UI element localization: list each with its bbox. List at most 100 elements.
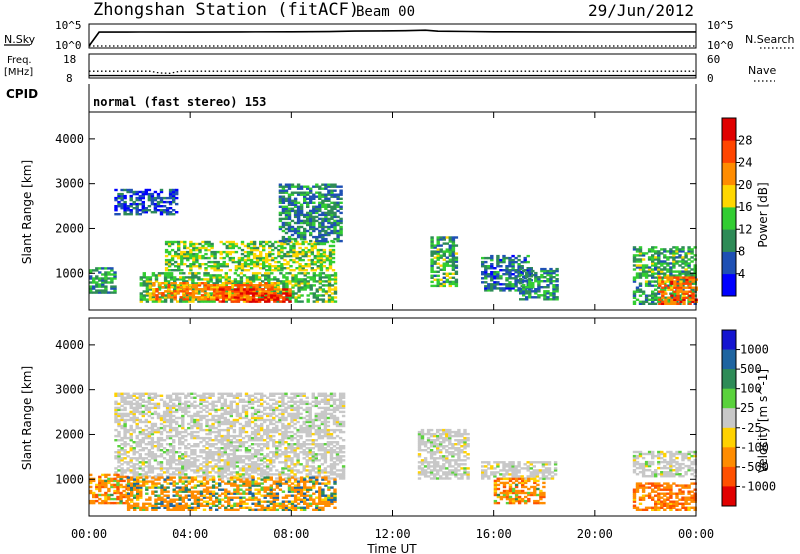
heatmap-cell xyxy=(690,282,694,285)
heatmap-cell xyxy=(217,449,221,452)
heatmap-cell xyxy=(132,447,136,450)
heatmap-cell xyxy=(264,278,268,281)
heatmap-cell xyxy=(209,276,213,279)
heatmap-cell xyxy=(436,240,440,243)
heatmap-cell xyxy=(294,298,298,301)
heatmap-cell xyxy=(193,443,197,446)
heatmap-cell xyxy=(123,209,127,212)
heatmap-cell xyxy=(308,453,312,456)
heatmap-cell xyxy=(305,402,309,406)
heatmap-cell xyxy=(299,392,303,395)
heatmap-cell xyxy=(284,432,288,436)
heatmap-cell xyxy=(195,242,199,246)
heatmap-cell xyxy=(284,231,289,235)
heatmap-cell xyxy=(514,283,518,286)
heatmap-cell xyxy=(174,250,178,254)
heatmap-cell xyxy=(178,451,182,454)
heatmap-cell xyxy=(181,424,185,428)
heatmap-cell xyxy=(638,268,643,271)
heatmap-cell xyxy=(287,203,292,206)
heatmap-cell xyxy=(311,447,315,450)
heatmap-cell xyxy=(189,263,193,266)
heatmap-cell xyxy=(658,280,662,283)
heatmap-cell xyxy=(215,292,219,295)
heatmap-cell xyxy=(284,408,288,412)
heatmap-cell xyxy=(120,424,124,428)
heatmap-cell xyxy=(98,279,102,282)
heatmap-cell xyxy=(153,198,158,202)
heatmap-cell xyxy=(167,286,171,289)
heatmap-cell xyxy=(320,449,325,452)
heatmap-cell xyxy=(331,252,336,256)
heatmap-cell xyxy=(172,439,176,442)
heatmap-cell xyxy=(129,469,133,472)
heatmap-cell xyxy=(189,267,193,270)
heatmap-cell xyxy=(234,265,239,268)
heatmap-cell xyxy=(164,258,169,262)
freq-series xyxy=(89,70,696,77)
heatmap-cell xyxy=(270,272,274,275)
heatmap-cell xyxy=(186,250,190,254)
heatmap-cell xyxy=(243,265,248,268)
heatmap-cell xyxy=(517,271,521,274)
heatmap-cell xyxy=(95,281,99,284)
heatmap-cell xyxy=(661,294,665,297)
heatmap-cell xyxy=(223,465,227,468)
heatmap-cell xyxy=(260,469,264,472)
heatmap-cell xyxy=(293,447,297,450)
heatmap-cell xyxy=(430,254,434,257)
heatmap-cell xyxy=(505,279,509,282)
heatmap-cell xyxy=(238,455,243,458)
heatmap-cell xyxy=(183,246,187,250)
heatmap-cell xyxy=(327,185,331,188)
heatmap-cell xyxy=(182,276,186,279)
heatmap-cell xyxy=(184,434,188,438)
heatmap-cell xyxy=(329,473,334,476)
heatmap-cell xyxy=(333,276,338,279)
heatmap-cell xyxy=(141,467,145,470)
heatmap-cell xyxy=(226,467,230,470)
heatmap-cell xyxy=(307,265,311,268)
heatmap-cell xyxy=(141,420,145,424)
heatmap-cell xyxy=(454,266,459,269)
heatmap-cell xyxy=(430,242,434,245)
heatmap-cell xyxy=(263,465,267,468)
heatmap-cell xyxy=(184,453,188,456)
heatmap-cell xyxy=(309,187,313,190)
heatmap-cell xyxy=(249,263,254,266)
heatmap-cell xyxy=(204,267,208,270)
heatmap-cell xyxy=(693,274,697,277)
nave-axis-label: Nave xyxy=(748,64,776,77)
heatmap-cell xyxy=(287,239,292,243)
heatmap-cell xyxy=(433,270,437,273)
heatmap-cell xyxy=(226,443,230,446)
heatmap-cell xyxy=(278,439,282,442)
heatmap-cell xyxy=(651,300,655,303)
heatmap-cell xyxy=(184,408,188,412)
heatmap-cell xyxy=(145,280,150,283)
heatmap-cell xyxy=(229,439,233,442)
heatmap-cell xyxy=(190,465,194,468)
heatmap-cell xyxy=(663,260,667,263)
heatmap-cell xyxy=(493,281,497,284)
heatmap-cell xyxy=(159,455,164,458)
heatmap-cell xyxy=(173,288,177,291)
heatmap-cell xyxy=(315,290,319,293)
heatmap-cell xyxy=(324,213,328,217)
heatmap-cell xyxy=(101,283,105,286)
heatmap-cell xyxy=(311,392,315,395)
heatmap-cell xyxy=(247,475,252,478)
heatmap-cell xyxy=(168,449,173,452)
heatmap-cell xyxy=(287,227,292,231)
heatmap-cell xyxy=(89,285,93,288)
heatmap-cell xyxy=(282,286,286,289)
heatmap-cell xyxy=(168,428,173,432)
heatmap-cell xyxy=(259,263,263,266)
nave-line xyxy=(89,70,696,74)
heatmap-cell xyxy=(682,286,686,289)
heatmap-cell xyxy=(297,284,301,287)
heatmap-cell xyxy=(167,296,171,299)
heatmap-cell xyxy=(225,286,229,289)
heatmap-cell xyxy=(287,473,291,476)
heatmap-cell xyxy=(261,298,265,301)
